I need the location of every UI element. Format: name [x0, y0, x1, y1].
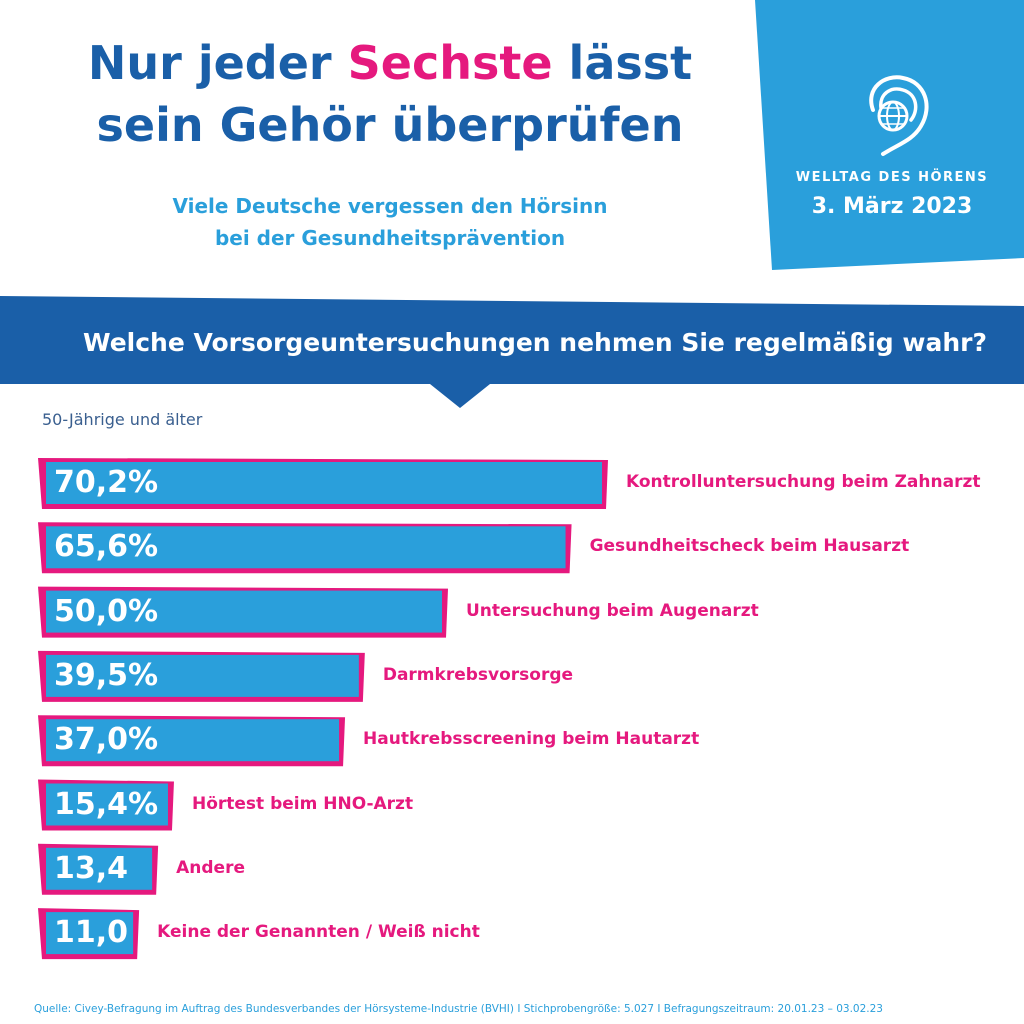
subtitle-line-2: bei der Gesundheitsprävention	[214, 226, 566, 250]
bar-value-label: 15,4%	[54, 786, 159, 822]
ear-globe-icon	[869, 75, 929, 156]
title-part-1: Nur jeder	[87, 36, 348, 90]
event-date: 3. März 2023	[811, 194, 973, 219]
bar-category-label: Darmkrebsvorsorge	[382, 664, 574, 685]
bar-value-label: 11,0	[54, 915, 129, 951]
question-banner	[0, 296, 1024, 408]
bar	[46, 783, 168, 826]
title-accent: Sechste	[347, 36, 553, 90]
bar-category-label: Hörtest beim HNO-Arzt	[191, 793, 414, 814]
event-badge-box	[755, 0, 1024, 270]
bar-category-label: Andere	[176, 857, 245, 878]
bar	[46, 526, 566, 569]
page-title: Nur jeder Sechste lässt sein Gehör überp…	[0, 32, 780, 156]
bar-value-label: 50,0%	[54, 593, 159, 629]
title-line-2: sein Gehör überprüfen	[96, 98, 684, 152]
bar	[46, 847, 153, 890]
group-label: 50-Jährige und älter	[42, 410, 203, 429]
bar-chart	[38, 458, 608, 960]
bar-value-label: 13,4	[54, 850, 129, 886]
subtitle: Viele Deutsche vergessen den Hörsinn bei…	[0, 190, 780, 254]
bar-category-label: Hautkrebsscreening beim Hautarzt	[363, 729, 700, 750]
source-note: Quelle: Civey-Befragung im Auftrag des B…	[34, 1003, 883, 1015]
bar-value-label: 39,5%	[54, 657, 159, 693]
bar-category-label: Untersuchung beim Augenarzt	[466, 600, 759, 621]
bar	[46, 719, 340, 762]
bar-value-label: 37,0%	[54, 722, 159, 758]
bar-category-label: Gesundheitscheck beim Hausarzt	[589, 536, 910, 557]
background-shapes	[755, 0, 1024, 270]
bar	[46, 462, 602, 504]
bar-value-label: 65,6%	[54, 529, 159, 565]
bar	[46, 590, 443, 633]
bar	[46, 912, 134, 955]
bar-value-label: 70,2%	[54, 465, 159, 500]
event-name: WELLTAG DES HÖRENS	[795, 170, 989, 185]
title-line-1: Nur jeder Sechste lässt	[0, 32, 780, 94]
chart-question: Welche Vorsorgeuntersuchungen nehmen Sie…	[83, 328, 987, 357]
bar-category-label: Kontrolluntersuchung beim Zahnarzt	[626, 472, 981, 492]
bar	[46, 654, 359, 697]
bar-category-label: Keine der Genannten / Weiß nicht	[157, 922, 480, 943]
subtitle-line-1: Viele Deutsche vergessen den Hörsinn	[172, 194, 608, 218]
title-part-2: lässt	[552, 36, 693, 90]
